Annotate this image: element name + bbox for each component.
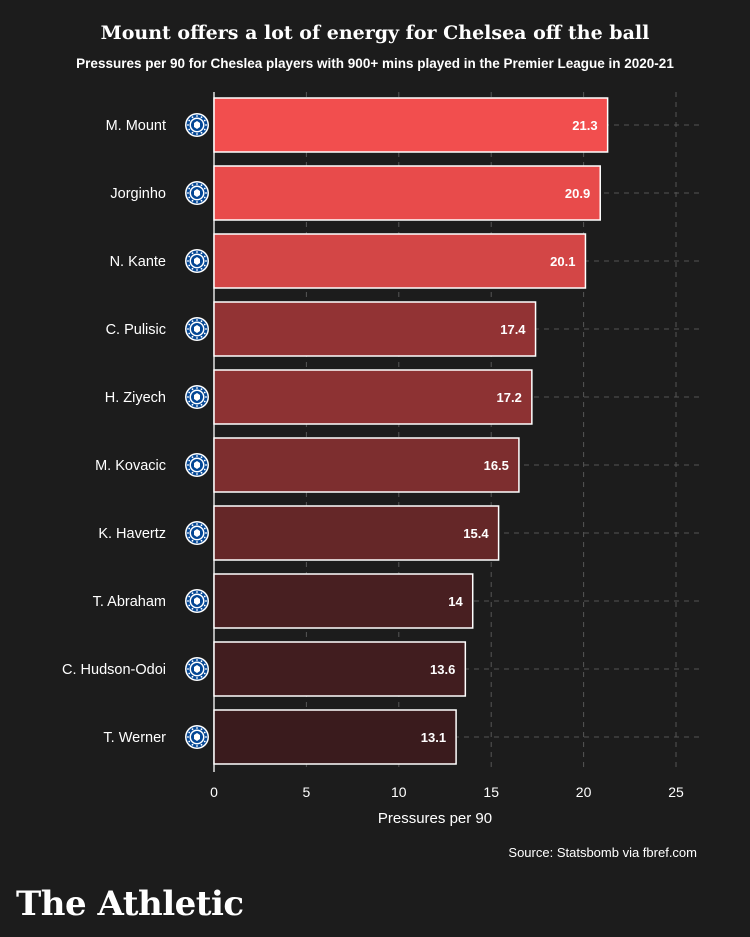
player-label: C. Pulisic [106,322,166,338]
x-tick-label: 10 [391,784,407,800]
bar [213,505,500,561]
player-label: C. Hudson-Odoi [62,662,166,678]
bar [213,97,609,153]
value-label: 14 [448,594,463,609]
bar [213,437,520,493]
chelsea-crest-icon [185,521,209,545]
bar [213,233,587,289]
bar [213,165,601,221]
chelsea-crest-icon [185,725,209,749]
x-axis-title: Pressures per 90 [378,810,492,827]
x-tick-label: 25 [668,784,684,800]
player-label: Jorginho [110,186,166,202]
bar [213,369,533,425]
x-axis-ticks: 0 5 10 15 20 25 [210,784,684,800]
team-badges [185,113,209,749]
brand-logo: The Athletic [16,884,244,924]
chelsea-crest-icon [185,249,209,273]
bar [213,709,457,765]
bar [213,301,537,357]
chart-title: Mount offers a lot of energy for Chelsea… [100,22,650,44]
x-tick-label: 5 [303,784,311,800]
chelsea-crest-icon [185,113,209,137]
player-label: M. Kovacic [95,458,166,474]
x-tick-label: 15 [483,784,499,800]
value-label: 15.4 [463,526,489,541]
player-labels: M. Mount Jorginho N. Kante C. Pulisic H. Ziy… [62,118,166,746]
value-label: 21.3 [572,118,597,133]
x-tick-label: 20 [576,784,592,800]
source-note: Source: Statsbomb via fbref.com [508,845,697,860]
value-label: 13.6 [430,662,455,677]
chelsea-crest-icon [185,181,209,205]
bars: 21.3 20.9 20.1 17.4 17.2 16.5 15.4 14 13.6 13.1 [213,97,609,765]
bar [213,573,474,629]
value-label: 20.9 [565,186,590,201]
chelsea-crest-icon [185,453,209,477]
player-label: T. Werner [103,730,166,746]
player-label: K. Havertz [98,526,166,542]
value-label: 16.5 [484,458,509,473]
player-label: T. Abraham [93,594,166,610]
bar [213,641,467,697]
chart-subtitle: Pressures per 90 for Cheslea players wit… [76,56,674,71]
player-label: H. Ziyech [105,390,166,406]
x-tick-label: 0 [210,784,218,800]
value-label: 17.2 [497,390,522,405]
chelsea-crest-icon [185,317,209,341]
value-label: 13.1 [421,730,446,745]
player-label: M. Mount [106,118,166,134]
value-label: 20.1 [550,254,575,269]
chelsea-crest-icon [185,385,209,409]
value-label: 17.4 [500,322,526,337]
chelsea-crest-icon [185,589,209,613]
player-label: N. Kante [110,254,166,270]
chelsea-crest-icon [185,657,209,681]
